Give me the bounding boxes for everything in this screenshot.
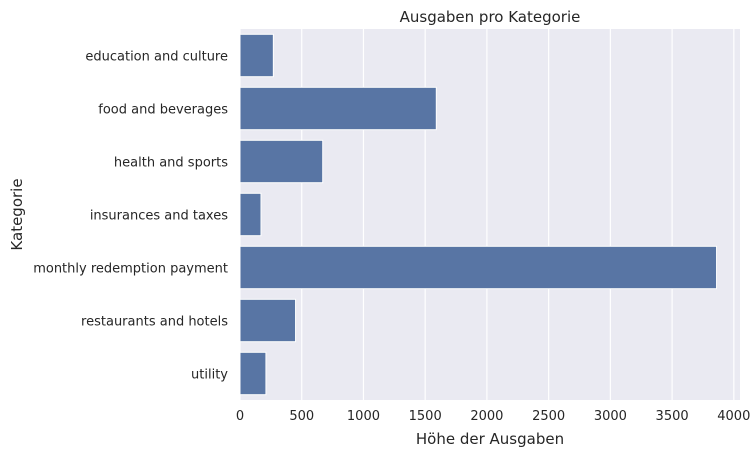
x-tick-label-0: 0	[236, 409, 244, 424]
x-tick-label-4: 2000	[470, 409, 503, 424]
bar-5	[239, 298, 297, 343]
x-tick-label-2: 1000	[347, 409, 380, 424]
bar-2	[239, 139, 324, 184]
x-tick-label-1: 500	[289, 409, 314, 424]
bar-0	[239, 33, 274, 78]
plot-background	[240, 29, 740, 400]
y-tick-labels: education and culture food and beverages h…	[33, 50, 228, 383]
bar-6	[239, 351, 267, 396]
bar-1	[239, 86, 437, 131]
y-tick-label-6: utility	[191, 368, 228, 383]
y-tick-label-3: insurances and taxes	[90, 209, 228, 224]
y-tick-label-4: monthly redemption payment	[33, 262, 228, 277]
chart-title: Ausgaben pro Kategorie	[400, 8, 581, 26]
x-axis-label: Höhe der Ausgaben	[416, 430, 564, 448]
x-tick-label-7: 3500	[656, 409, 689, 424]
bar-3	[239, 192, 262, 237]
x-tick-label-3: 1500	[409, 409, 442, 424]
x-tick-label-5: 2500	[532, 409, 565, 424]
y-tick-label-0: education and culture	[85, 50, 228, 65]
y-tick-label-2: health and sports	[114, 156, 228, 171]
x-tick-label-8: 4000	[717, 409, 750, 424]
bars	[239, 33, 718, 396]
x-tick-label-6: 3000	[594, 409, 627, 424]
bar-4	[239, 245, 718, 290]
x-tick-labels: 0 500 1000 1500 2000 2500 3000 3500 4000	[236, 409, 751, 424]
y-tick-label-1: food and beverages	[98, 103, 228, 118]
y-tick-label-5: restaurants and hotels	[81, 315, 228, 330]
y-axis-label: Kategorie	[8, 178, 26, 250]
